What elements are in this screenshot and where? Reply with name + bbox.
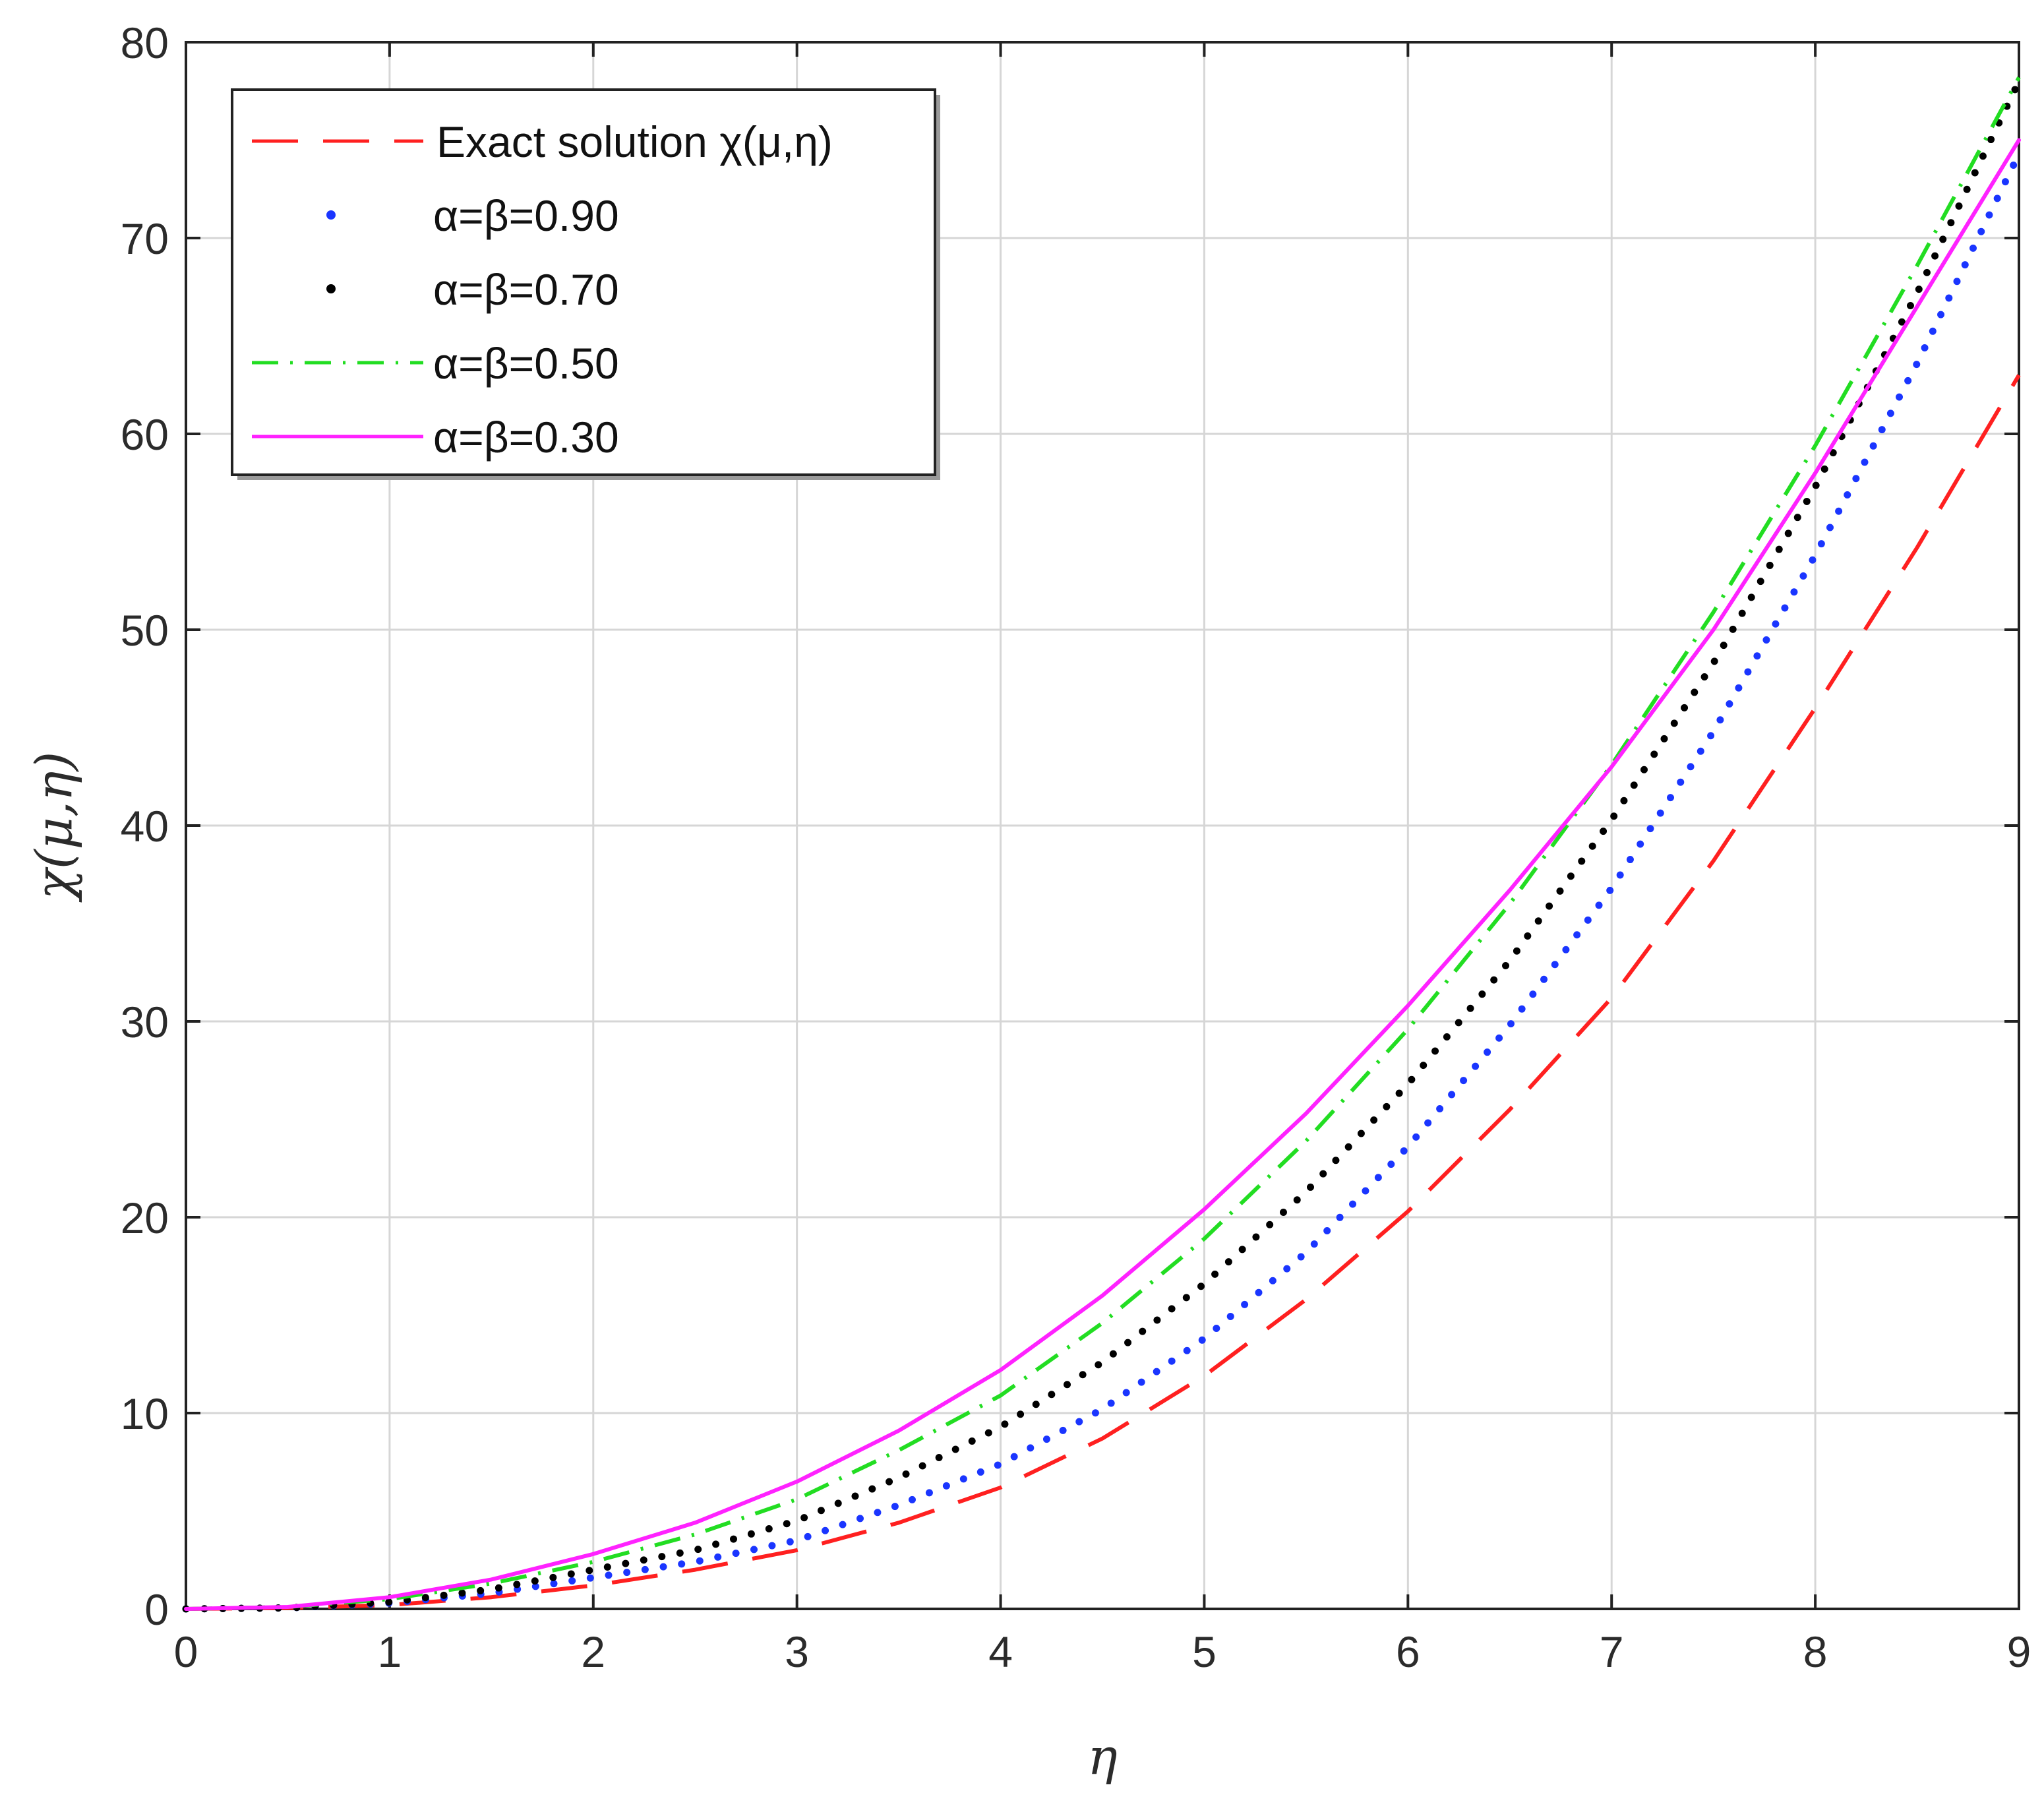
- legend-label-1: α=β=0.90: [433, 191, 619, 240]
- series-layer: [182, 76, 2023, 1613]
- legend-marker-2: [326, 284, 336, 293]
- y-tick-label: 20: [121, 1193, 169, 1242]
- y-tick-label: 50: [121, 606, 169, 655]
- x-tick-label: 1: [378, 1627, 402, 1676]
- y-tick-label: 60: [121, 410, 169, 459]
- legend-label-2: α=β=0.70: [433, 265, 619, 314]
- x-tick-label: 6: [1396, 1627, 1420, 1676]
- legend-box: [231, 88, 936, 476]
- series-line-2: [182, 77, 2023, 1613]
- series-line-3: [185, 76, 2021, 1611]
- x-tick-label: 7: [1600, 1627, 1624, 1676]
- y-tick-label: 10: [121, 1389, 169, 1438]
- x-tick-label: 9: [2007, 1627, 2031, 1676]
- y-axis-label: χ(μ,η): [24, 752, 83, 903]
- x-tick-label: 0: [174, 1627, 198, 1676]
- series-line-4: [184, 138, 2021, 1611]
- y-tick-label: 40: [121, 802, 169, 851]
- x-tick-label: 8: [1803, 1627, 1828, 1676]
- legend-label-4: α=β=0.30: [433, 413, 619, 462]
- legend-label-0: Exact solution χ(μ,η): [436, 117, 833, 166]
- legend-label-3: α=β=0.50: [433, 339, 619, 388]
- legend-marker-1: [326, 210, 336, 220]
- y-tick-label: 0: [144, 1585, 169, 1634]
- x-tick-label: 5: [1192, 1627, 1217, 1676]
- x-tick-label: 3: [785, 1627, 809, 1676]
- series-line-0: [185, 374, 2021, 1611]
- x-axis-label: η: [1087, 1727, 1118, 1786]
- y-tick-label: 70: [121, 214, 169, 263]
- y-tick-label: 80: [121, 18, 169, 67]
- x-tick-label: 2: [581, 1627, 605, 1676]
- axes: [185, 41, 2020, 1610]
- x-tick-label: 4: [988, 1627, 1013, 1676]
- tick-labels: 0 1 2 3 4 5 6 7 8 9 0 10 20 30 40 50 60 70 80: [121, 18, 2031, 1676]
- legend: Exact solution χ(μ,η) α=β=0.90 α=β=0.70 α=β…: [231, 88, 940, 480]
- y-tick-label: 30: [121, 998, 169, 1046]
